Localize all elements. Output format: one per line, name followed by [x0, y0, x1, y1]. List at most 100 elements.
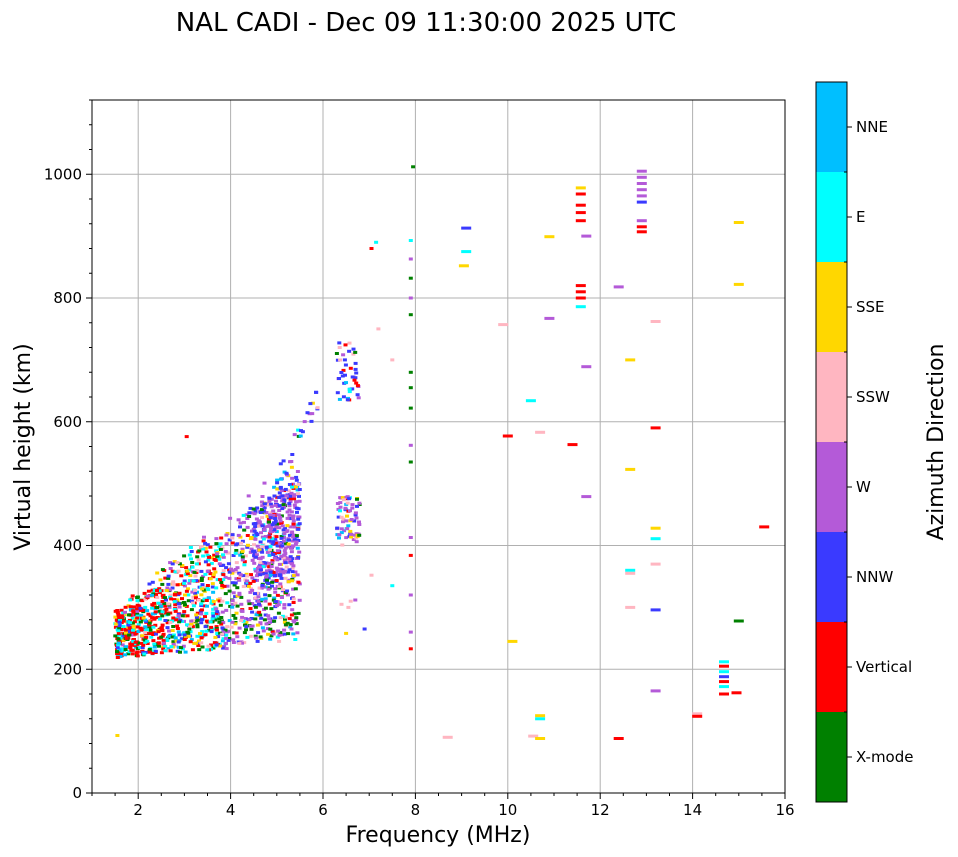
echo-point: [214, 607, 219, 611]
echo-point: [135, 625, 140, 629]
echo-point: [186, 634, 191, 638]
echo-point: [209, 601, 214, 605]
echo-point: [150, 606, 155, 610]
echo-point: [189, 550, 194, 553]
echo-point: [203, 572, 208, 576]
echo-point: [155, 606, 160, 609]
echo-point: [237, 641, 242, 645]
echo-point: [249, 587, 253, 591]
echo-point: [228, 516, 233, 520]
echo-point: [237, 591, 242, 595]
echo-point: [262, 481, 267, 485]
echo-point: [161, 632, 166, 636]
echo-point: [165, 649, 170, 653]
echo-point: [121, 632, 125, 636]
echo-point: [155, 616, 160, 619]
echo-point: [240, 558, 245, 562]
echo-point: [153, 623, 158, 627]
echo-point: [278, 631, 283, 635]
echo-point: [342, 529, 347, 533]
echo-point: [145, 594, 150, 598]
echo-point: [258, 570, 262, 574]
echo-point: [166, 576, 171, 580]
echo-point: [260, 597, 265, 601]
echo-point: [219, 564, 223, 567]
echo-point: [161, 639, 166, 643]
echo-point: [131, 624, 136, 628]
echo-point: [117, 648, 122, 652]
echo-point: [187, 627, 192, 631]
echo-point: [157, 617, 162, 621]
echo-point: [279, 477, 283, 481]
echo-point: [343, 373, 347, 377]
echo-point: [339, 527, 344, 531]
echo-point: [625, 568, 636, 572]
echo-point: [221, 578, 226, 582]
echo-point: [260, 504, 265, 508]
echo-point: [209, 630, 214, 634]
echo-point: [221, 646, 226, 650]
echo-point: [376, 327, 381, 331]
echo-point: [226, 562, 231, 566]
echo-point: [199, 621, 204, 625]
echo-point: [233, 595, 238, 599]
echo-point: [258, 621, 263, 625]
echo-point: [296, 517, 301, 521]
echo-point: [260, 583, 265, 587]
echo-point: [143, 636, 148, 640]
echo-point: [502, 434, 513, 438]
echo-point: [291, 519, 296, 523]
echo-point: [178, 650, 182, 654]
echo-point: [282, 620, 287, 624]
echo-point: [197, 639, 201, 643]
echo-point: [145, 609, 150, 613]
echo-point: [289, 546, 293, 550]
echo-point: [188, 640, 193, 644]
echo-point: [267, 621, 272, 624]
echo-point: [408, 370, 413, 374]
echo-point: [458, 264, 469, 268]
echo-point: [209, 643, 214, 647]
echo-point: [238, 525, 242, 529]
echo-point: [219, 536, 224, 540]
echo-point: [124, 631, 128, 635]
echo-point: [226, 629, 231, 633]
echo-point: [284, 471, 289, 475]
echo-point: [276, 611, 281, 615]
echo-point: [160, 623, 165, 627]
echo-point: [225, 601, 230, 605]
echo-point: [291, 587, 296, 591]
colorbar: X-mode Vertical NNW W SSW SSE E NNE: [815, 81, 913, 803]
echo-point: [188, 574, 193, 578]
echo-point: [345, 527, 350, 531]
echo-point: [201, 547, 206, 551]
echo-point: [170, 586, 175, 590]
echo-point: [292, 525, 297, 529]
echo-point: [302, 420, 307, 424]
echo-point: [258, 557, 263, 561]
echo-point: [278, 519, 283, 523]
echo-point: [408, 406, 413, 410]
echo-point: [277, 633, 282, 637]
echo-point: [267, 553, 272, 557]
echo-point: [146, 612, 151, 616]
echo-point: [199, 569, 204, 573]
echo-point: [220, 639, 225, 643]
echo-point: [351, 347, 356, 351]
echo-point: [277, 557, 282, 561]
echo-point: [338, 358, 343, 362]
echo-point: [733, 221, 744, 224]
echo-point: [575, 219, 586, 223]
echo-point: [275, 604, 279, 608]
echo-point: [213, 570, 218, 574]
echo-point: [335, 391, 340, 395]
echo-point: [278, 582, 283, 586]
echo-point: [257, 565, 261, 569]
echo-points: [113, 165, 770, 740]
echo-point: [408, 296, 413, 300]
echo-point: [225, 584, 230, 588]
echo-point: [264, 561, 269, 565]
echo-point: [133, 643, 138, 647]
echo-point: [171, 582, 176, 586]
echo-point: [203, 633, 208, 637]
